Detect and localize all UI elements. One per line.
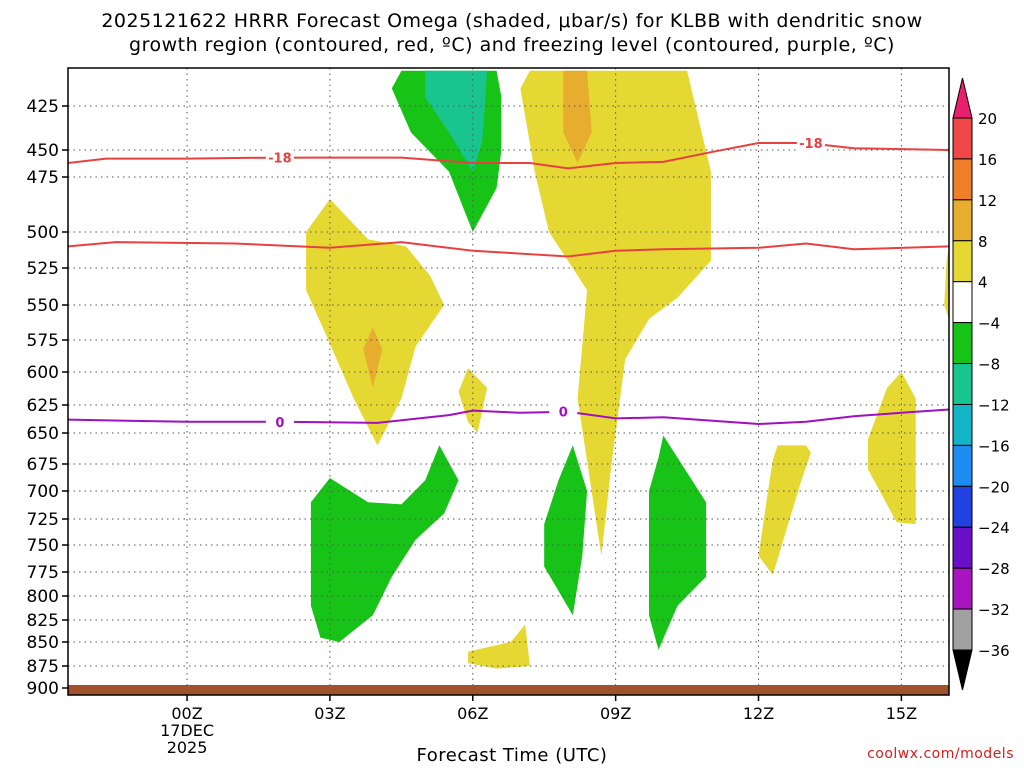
y-tick-label: 450	[27, 141, 59, 161]
x-tick-label: 09Z	[600, 704, 631, 723]
colorbar-box	[952, 117, 973, 160]
x-tick-label: 12Z	[743, 704, 774, 723]
colorbar-box	[952, 485, 973, 528]
contour-label: -18	[268, 152, 292, 167]
colorbar-box	[952, 240, 973, 283]
contour-label-bg	[265, 149, 294, 166]
omega-neg-green-left	[310, 445, 459, 642]
colorbar: 20 16 12 8 4 −4 −8 −12 −16 −20 −24 −28 −32 −36	[952, 77, 1010, 691]
x-axis-title: Forecast Time (UTC)	[416, 745, 608, 766]
omega-pos-yellow-far-right	[868, 372, 916, 525]
colorbar-label: −8	[978, 356, 1000, 374]
x-tick-label: 15Z	[886, 704, 917, 723]
y-tick-label: 750	[27, 536, 59, 556]
colorbar-label: −28	[978, 560, 1010, 578]
y-tick-label: 600	[27, 363, 59, 383]
contour-label-bg	[796, 134, 825, 151]
omega-pos-yellow-edge	[944, 246, 949, 319]
y-tick-label: 625	[27, 396, 59, 416]
y-tick-label: 775	[27, 563, 59, 583]
colorbar-box	[952, 444, 973, 487]
y-tick-label: 650	[27, 424, 59, 444]
colorbar-top-arrow	[952, 77, 973, 119]
x-date-label: 17DEC	[160, 721, 214, 740]
colorbar-label: 20	[978, 110, 997, 128]
omega-neg-teal-upper	[425, 70, 488, 172]
temperature-contours: -18 -18 0 0	[68, 134, 949, 431]
plot-frame	[67, 67, 950, 696]
colorbar-label: 4	[978, 274, 988, 292]
y-tick-label: 825	[27, 611, 59, 631]
omega-pos-yellow-lower-left	[468, 624, 530, 669]
contour-label: 0	[275, 416, 284, 431]
colorbar-label: −16	[978, 437, 1010, 455]
omega-neg-green-center	[544, 445, 588, 616]
contour-label-bg	[549, 403, 578, 420]
y-tick-label: 500	[27, 223, 59, 243]
omega-neg-green-right	[649, 435, 707, 650]
contour-label-bg	[265, 413, 294, 430]
axes: 425 450 475 500 525 550 575 600 625 650 675 700 725 7…	[27, 67, 950, 757]
omega-pos-yellow-upper-center	[520, 70, 711, 556]
colorbar-label: −32	[978, 601, 1010, 619]
colorbar-box	[952, 281, 973, 324]
y-tick-label: 800	[27, 587, 59, 607]
contour-label: 0	[559, 406, 568, 421]
x-year-label: 2025	[167, 738, 208, 757]
contour-dgz-bottom	[68, 241, 949, 258]
y-tick-label: 475	[27, 168, 59, 188]
y-tick-label: 550	[27, 296, 59, 316]
colorbar-label: 16	[978, 151, 997, 169]
colorbar-label: −4	[978, 315, 1000, 333]
chart-title-line-1: 2025121622 HRRR Forecast Omega (shaded, …	[101, 10, 923, 32]
contour-dgz-top	[68, 142, 949, 170]
y-tick-label: 525	[27, 259, 59, 279]
y-tick-label: 700	[27, 482, 59, 502]
contour-label: -18	[799, 137, 823, 152]
x-tick-label: 06Z	[457, 704, 488, 723]
omega-pos-orange-left	[363, 327, 383, 388]
colorbar-box	[952, 363, 973, 405]
colorbar-label: −36	[978, 642, 1010, 660]
y-tick-label: 675	[27, 455, 59, 475]
colorbar-box	[952, 567, 973, 610]
y-tick-label: 425	[27, 97, 59, 117]
colorbar-label: 12	[978, 192, 997, 210]
colorbar-bottom-arrow	[952, 649, 973, 691]
colorbar-label: −12	[978, 396, 1010, 414]
colorbar-box	[952, 322, 973, 365]
y-tick-label: 725	[27, 510, 59, 530]
colorbar-box	[952, 158, 973, 201]
omega-shading	[306, 70, 949, 669]
omega-pos-orange-upper	[563, 70, 592, 163]
colorbar-box	[952, 199, 973, 242]
y-tick-label: 575	[27, 331, 59, 351]
colorbar-box	[952, 403, 973, 446]
contour-freezing-level	[68, 408, 949, 426]
omega-pos-yellow-small	[458, 368, 488, 433]
x-tick-label: 00Z	[171, 704, 202, 723]
y-tick-label: 875	[27, 657, 59, 677]
terrain-strip	[68, 685, 949, 695]
omega-pos-yellow-lower-right	[758, 445, 811, 575]
terrain	[68, 685, 949, 695]
y-tick-label: 900	[27, 679, 59, 699]
colorbar-box	[952, 608, 973, 651]
y-tick-label: 850	[27, 633, 59, 653]
colorbar-label: 8	[978, 233, 988, 251]
omega-pos-yellow-left	[306, 199, 445, 446]
colorbar-label: −20	[978, 478, 1010, 496]
colorbar-label: −24	[978, 519, 1010, 537]
credit-link[interactable]: coolwx.com/models	[867, 746, 1014, 762]
colorbar-box	[952, 526, 973, 569]
x-tick-label: 03Z	[314, 704, 345, 723]
chart-title-line-2: growth region (contoured, red, ºC) and f…	[129, 34, 895, 56]
